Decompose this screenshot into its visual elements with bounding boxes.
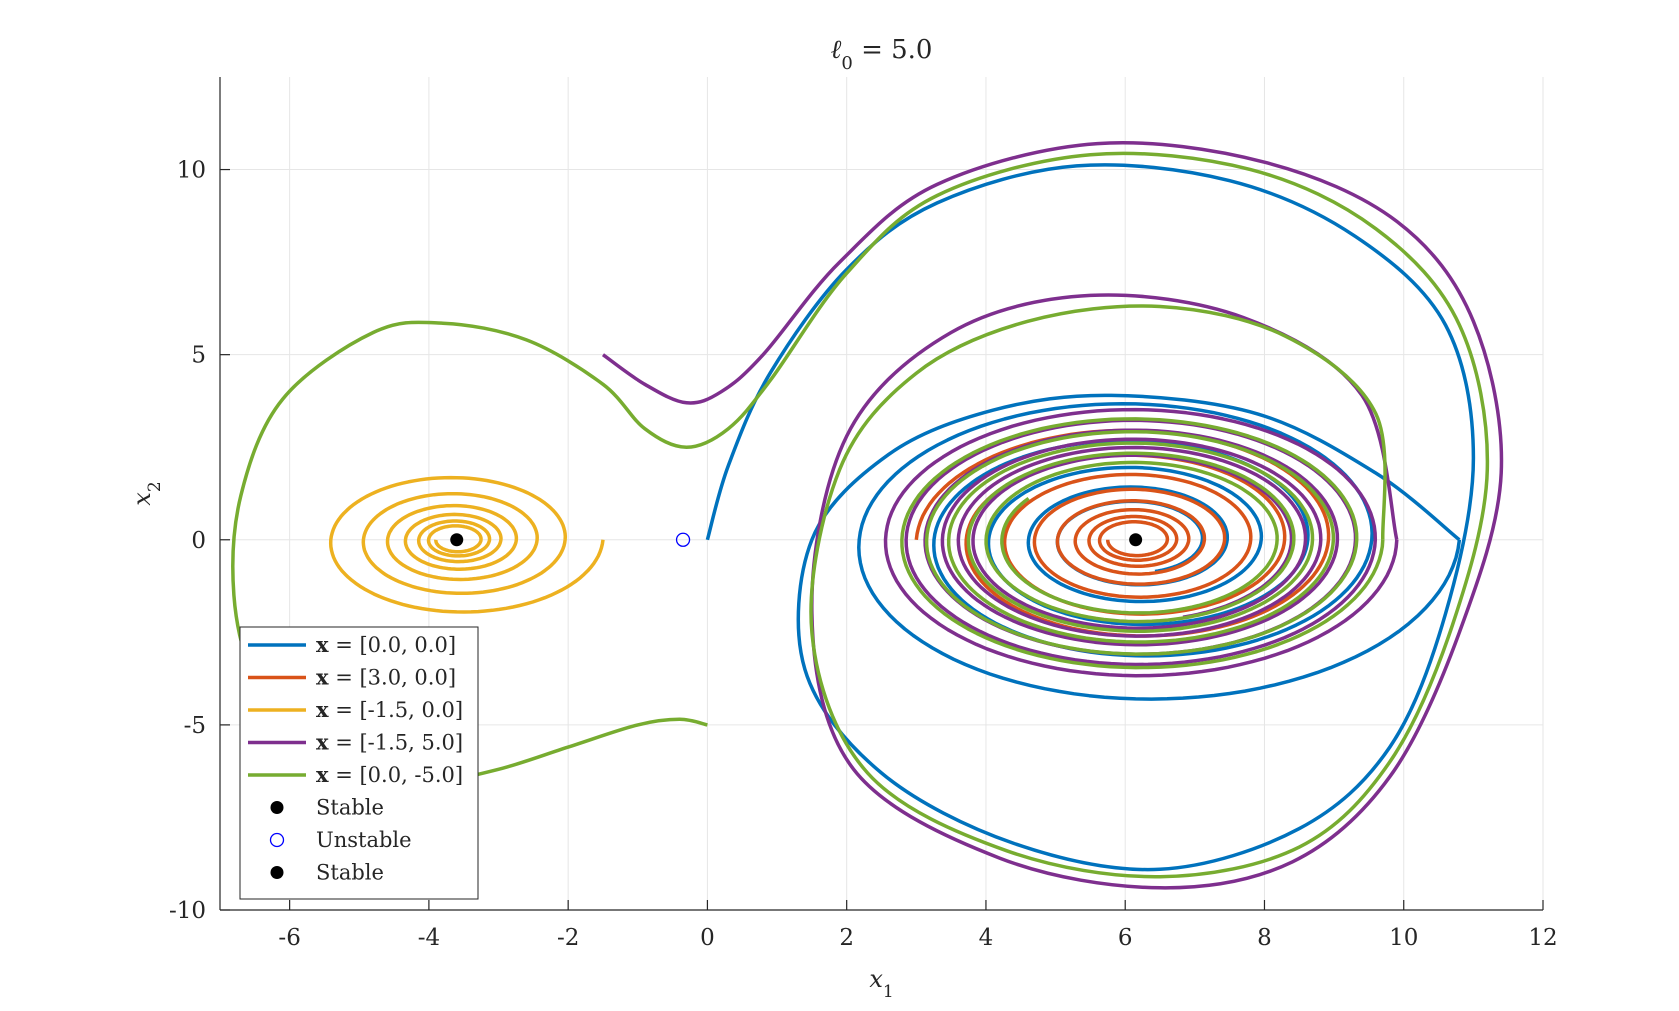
- x-tick-label: 4: [979, 925, 994, 951]
- legend-entry-bold: x: [316, 730, 329, 755]
- x-tick-label: -4: [418, 925, 440, 951]
- legend-entry-text: = [0.0, -5.0]: [329, 763, 464, 787]
- legend-entry: x = [-1.5, 0.0]: [316, 697, 463, 722]
- x-tick-label: 12: [1528, 925, 1557, 951]
- legend-entry-bold: x: [316, 697, 329, 722]
- legend: x = [0.0, 0.0]x = [3.0, 0.0]x = [-1.5, 0…: [239, 626, 479, 900]
- x-tick-label: 6: [1118, 925, 1133, 951]
- legend-entry-text: = [3.0, 0.0]: [329, 666, 456, 690]
- x-tick-label: 8: [1257, 925, 1272, 951]
- x-axis-label: x1: [869, 965, 893, 1002]
- legend-entry: x = [0.0, 0.0]: [316, 632, 456, 657]
- stable-equilibrium-marker: [1129, 533, 1143, 547]
- trajectory-line: [705, 163, 1476, 872]
- y-tick-label: 10: [177, 158, 206, 184]
- legend-marker-stable: [270, 801, 284, 814]
- chart-title: ℓ0 = 5.0: [831, 35, 933, 74]
- legend-entry: Stable: [316, 796, 384, 820]
- trajectory-line: [601, 141, 1504, 890]
- legend-entry: Stable: [316, 861, 384, 885]
- trajectory-spiral: [883, 407, 1399, 678]
- series-4: [601, 141, 1504, 890]
- tick-labels: -6 -4 -2 0 2 4 6 8 10 12 -10 -5 0 5 10: [169, 158, 1558, 951]
- legend-entry-text: = [-1.5, 0.0]: [329, 698, 464, 722]
- trajectory-spiral: [328, 475, 605, 614]
- x-tick-label: 2: [839, 925, 854, 951]
- legend-entry: Unstable: [316, 828, 412, 852]
- equilibrium-markers: [450, 532, 1143, 547]
- y-tick-label: 5: [191, 343, 206, 369]
- legend-entry-bold: x: [316, 762, 329, 787]
- legend-entry: x = [0.0, -5.0]: [316, 762, 463, 787]
- x-tick-label: 10: [1389, 925, 1418, 951]
- x-tick-label: -6: [278, 925, 300, 951]
- legend-entry-bold: x: [316, 665, 329, 690]
- x-tick-label: -2: [557, 925, 579, 951]
- axes: [219, 77, 1544, 911]
- stable-equilibrium-marker: [450, 533, 464, 547]
- legend-entry-bold: x: [316, 632, 329, 657]
- legend-entry-text: = [-1.5, 5.0]: [329, 731, 464, 755]
- legend-entry: x = [3.0, 0.0]: [316, 665, 456, 690]
- y-tick-label: 0: [191, 528, 206, 554]
- series-3: [328, 475, 605, 614]
- legend-entry: x = [-1.5, 5.0]: [316, 730, 463, 755]
- x-tick-label: 0: [700, 925, 715, 951]
- y-tick-label: -10: [169, 898, 206, 924]
- legend-entry-text: = [0.0, 0.0]: [329, 633, 456, 657]
- trajectory-spiral: [900, 417, 1385, 670]
- y-tick-label: -5: [184, 713, 206, 739]
- y-axis-label: x2: [128, 481, 165, 505]
- legend-marker-stable: [270, 866, 284, 879]
- legend-marker-unstable: [269, 832, 285, 848]
- unstable-equilibrium-marker: [675, 532, 691, 547]
- legend-box: [239, 626, 479, 900]
